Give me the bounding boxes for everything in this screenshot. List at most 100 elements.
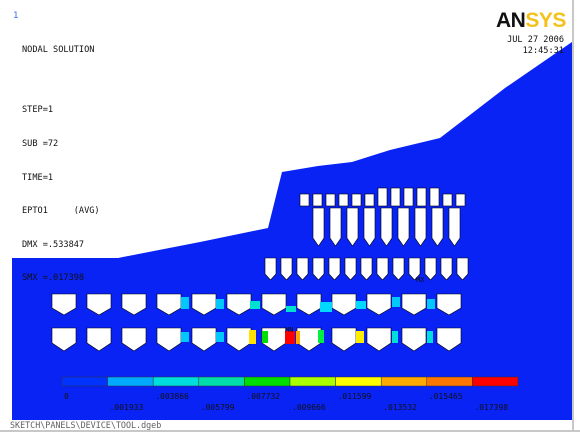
legend-swatch-5: [289, 376, 336, 387]
legend-swatch-3: [198, 376, 245, 387]
strain-band: [427, 331, 433, 343]
gallery-void-upper: [156, 293, 182, 316]
mid-void: [408, 257, 421, 281]
timestamp-block: JUL 27 2006 12:45:31: [507, 35, 564, 57]
gallery-void-upper: [226, 293, 252, 316]
legend-swatch-7: [380, 376, 428, 387]
strain-band: [427, 299, 435, 309]
gallery-void-upper: [51, 293, 77, 316]
file-path-footer: SKETCH\PANELS\DEVICE\TOOL.dgeb: [10, 420, 162, 430]
shaft-void: [346, 207, 359, 247]
legend-swatch-0: [61, 376, 108, 387]
mid-void: [392, 257, 405, 281]
gallery-void-lower: [191, 327, 217, 352]
mid-void: [344, 257, 357, 281]
solution-info-block: NODAL SOLUTION STEP=1 SUB =72 TIME=1 EPT…: [22, 23, 100, 307]
upper-void: [364, 193, 375, 207]
legend-swatch-6: [335, 376, 382, 387]
gallery-void-lower: [86, 327, 112, 352]
gallery-void-upper: [86, 293, 112, 316]
gallery-void-lower: [121, 327, 147, 352]
legend-top-label-1: .003866: [155, 392, 189, 401]
strain-band: [181, 332, 189, 342]
legend-bottom-label-4: .017398: [474, 403, 508, 412]
min-marker: MN: [285, 326, 293, 334]
strain-concentration-zones: [181, 297, 435, 344]
mid-void: [328, 257, 341, 281]
shaft-void: [312, 207, 325, 247]
strain-band: [320, 302, 332, 312]
contour-legend: 0 .003866 .007732 .011599 .015465 .001933 .005…: [61, 376, 519, 412]
gallery-void-upper: [121, 293, 147, 316]
mid-void: [312, 257, 325, 281]
shaft-void: [363, 207, 376, 247]
mid-void: [424, 257, 437, 281]
strain-band: [181, 297, 189, 309]
upper-void: [455, 193, 466, 207]
gallery-void-upper: [401, 293, 427, 316]
excavation-openings: [51, 187, 469, 352]
legend-swatch-8: [426, 376, 473, 387]
window-number: 1: [13, 11, 19, 21]
upper-void: [312, 193, 323, 207]
gallery-void-lower: [226, 327, 252, 352]
shaft-void: [397, 207, 410, 247]
upper-void: [338, 193, 349, 207]
upper-void: [429, 187, 440, 207]
legend-swatch-4: [244, 376, 291, 387]
strain-band: [216, 299, 224, 309]
strain-band: [392, 297, 400, 307]
logo-an: AN: [496, 9, 526, 32]
mid-void: [264, 257, 277, 281]
mid-void: [280, 257, 293, 281]
upper-void: [403, 187, 414, 207]
upper-void: [377, 187, 388, 207]
legend-bottom-label-0: .001933: [110, 403, 144, 412]
legend-swatch-9: [472, 376, 519, 387]
shaft-void: [414, 207, 427, 247]
legend-top-label-0: 0: [64, 392, 69, 401]
upper-void: [325, 193, 336, 207]
legend-bottom-label-1: .005799: [201, 403, 235, 412]
legend-top-label-4: .015465: [429, 392, 463, 401]
shaft-void: [431, 207, 444, 247]
strain-band: [262, 331, 268, 343]
strain-band: [286, 306, 296, 312]
logo-sys: SYS: [525, 9, 566, 32]
shaft-void: [329, 207, 342, 247]
solution-title: NODAL SOLUTION: [22, 45, 95, 56]
sub-value: SUB =72: [22, 139, 59, 150]
shaft-void: [448, 207, 461, 247]
strain-band: [285, 331, 295, 344]
gallery-void-lower: [331, 327, 357, 352]
upper-void: [351, 193, 362, 207]
soil-domain: [12, 42, 572, 420]
mid-void: [296, 257, 309, 281]
upper-void: [390, 187, 401, 207]
strain-band: [356, 331, 364, 343]
result-item: EPTO1 (AVG): [22, 206, 100, 217]
mid-void: [440, 257, 453, 281]
right-border: [572, 0, 574, 430]
legend-top-label-3: .011599: [338, 392, 372, 401]
strain-band: [356, 301, 366, 309]
legend-bottom-label-3: .013532: [383, 403, 417, 412]
strain-band: [392, 331, 398, 343]
strain-band: [216, 332, 224, 342]
shaft-void: [380, 207, 393, 247]
max-marker: MX: [416, 276, 425, 284]
legend-swatch-1: [107, 376, 154, 387]
mid-void: [376, 257, 389, 281]
strain-band: [250, 301, 260, 309]
gallery-void-lower: [156, 327, 182, 352]
upper-void: [442, 193, 453, 207]
gallery-void-upper: [191, 293, 217, 316]
strain-band: [296, 331, 300, 344]
mid-void: [360, 257, 373, 281]
gallery-void-upper: [261, 293, 287, 316]
mid-void: [456, 257, 469, 281]
gallery-void-upper: [366, 293, 392, 316]
gallery-void-lower: [436, 327, 462, 352]
gallery-void-upper: [296, 293, 322, 316]
